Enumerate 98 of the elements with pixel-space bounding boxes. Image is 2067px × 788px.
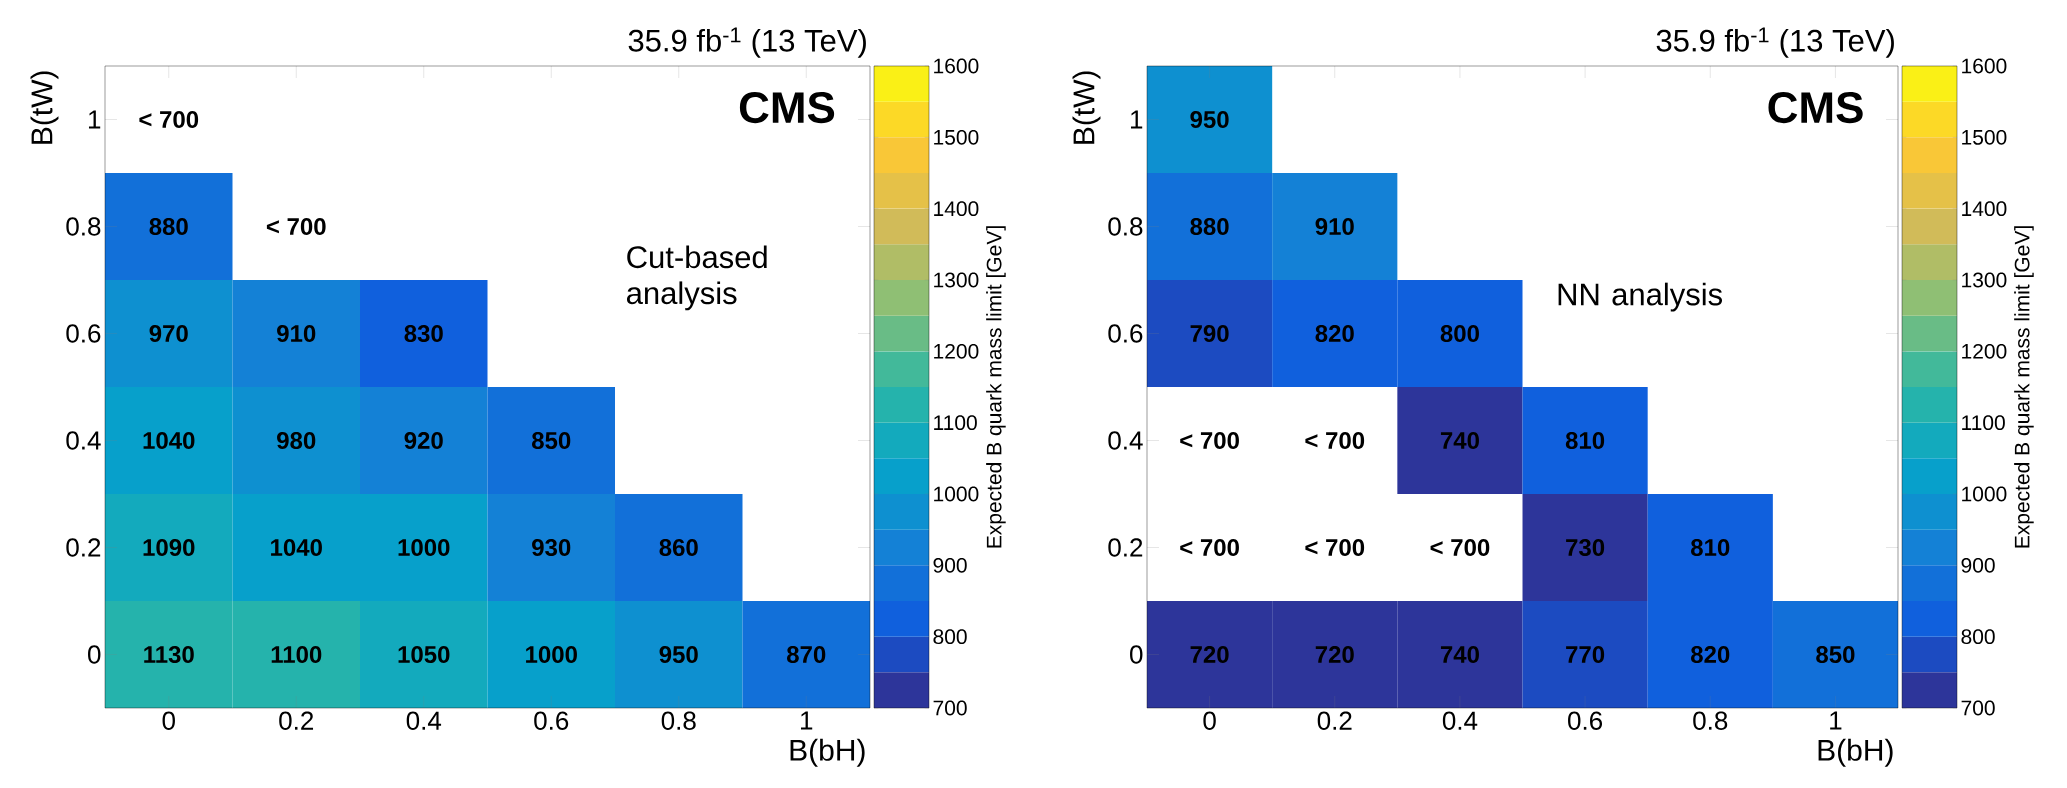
data-label: 1130: [144, 645, 194, 664]
chart-title: 35.9 fb$^{-1}$ (13 TeV): [628, 27, 866, 58]
y-tick-label: 0.8: [1108, 217, 1143, 236]
x-tick-label: 0.4: [406, 711, 442, 730]
color-bar-title: Expected B quark mass limit [GeV]: [2014, 226, 2034, 548]
annotation: NN analysis: [1558, 282, 1723, 312]
x-tick-label: 1: [1830, 711, 1842, 730]
data-label: 1000: [526, 646, 577, 663]
color-bar-label: 1600: [1962, 58, 2007, 74]
data-label: 880: [1190, 218, 1229, 235]
x-axis-title: B(bH): [790, 738, 865, 767]
x-tick-label: 0.8: [1693, 711, 1728, 730]
color-bar-label: 1100: [1962, 415, 2005, 431]
color-bar-label: 1200: [1962, 343, 2007, 359]
data-label: 850: [1816, 646, 1855, 663]
y-axis-title: B(tW): [30, 71, 59, 144]
y-tick-label: 0.6: [1108, 324, 1143, 343]
data-label: 920: [404, 432, 443, 449]
data-label: 790: [1190, 325, 1229, 342]
data-label: 880: [149, 218, 188, 235]
data-label: 910: [277, 325, 316, 342]
data-label: 1050: [398, 646, 450, 663]
data-label: 740: [1440, 646, 1479, 663]
data-label: 810: [1565, 432, 1605, 449]
data-label: 850: [532, 432, 571, 449]
y-tick-label: 1: [1131, 110, 1143, 129]
text: < 700: [1180, 432, 1239, 449]
data-label: 730: [1566, 538, 1605, 557]
y-tick-label: 0.8: [66, 217, 101, 236]
data-label: 870: [787, 646, 826, 663]
data-label: 950: [659, 646, 698, 663]
color-bar-label: 700: [1961, 700, 1995, 716]
chart-title: 35.9 fb$^{-1}$ (13 TeV): [1656, 27, 1894, 58]
y-tick-label: 0: [1130, 645, 1143, 664]
data-label: 980: [277, 432, 316, 449]
color-bar-label: 1300: [1962, 272, 2007, 288]
color-bar-label: 900: [933, 557, 967, 573]
text: < 700: [1305, 432, 1365, 449]
data-label: 740: [1440, 432, 1479, 449]
x-tick-label: 0.2: [1317, 711, 1352, 730]
data-label: 720: [1315, 646, 1354, 663]
x-tick-label: 1: [801, 711, 813, 730]
text: < 700: [1430, 539, 1490, 556]
annotation: CMS: [1768, 92, 1863, 124]
text: < 700: [266, 218, 326, 235]
data-label: 950: [1190, 111, 1229, 128]
y-tick-label: 0.2: [1108, 538, 1143, 557]
data-label: 800: [1440, 325, 1479, 342]
color-bar-label: 1600: [934, 58, 979, 74]
y-tick-label: 0.6: [66, 324, 101, 343]
color-bar-label: 1500: [934, 129, 979, 145]
data-label: 1040: [271, 539, 322, 556]
text: < 700: [139, 111, 199, 128]
color-bar-label: 900: [1961, 557, 1995, 573]
color-bar-label: 1000: [934, 486, 979, 502]
color-bar-label: 700: [933, 700, 967, 716]
x-tick-label: 0: [1203, 711, 1216, 730]
data-label: 970: [149, 325, 188, 342]
annotation: Cut-based analysis: [626, 245, 767, 311]
text: < 700: [1180, 539, 1239, 556]
x-tick-label: 0.6: [534, 711, 569, 730]
data-label: 930: [532, 538, 571, 557]
y-tick-label: 0.4: [1108, 431, 1143, 450]
text: < 700: [1305, 539, 1365, 556]
data-label: 1040: [143, 432, 195, 449]
y-tick-label: 0: [88, 645, 101, 664]
color-bar-label: 1200: [934, 343, 979, 359]
x-tick-label: 0.2: [279, 711, 314, 730]
x-tick-label: 0.6: [1568, 711, 1603, 730]
x-axis-title: B(bH): [1818, 738, 1893, 767]
data-label: 820: [1691, 646, 1730, 663]
annotation: CMS: [739, 92, 835, 124]
color-bar-label: 800: [1961, 629, 1995, 645]
data-label: 910: [1315, 218, 1354, 235]
color-bar-label: 1100: [934, 415, 977, 431]
color-bar-label: 1500: [1962, 129, 2007, 145]
y-tick-label: 0.2: [66, 538, 101, 557]
color-bar-label: 1000: [1962, 486, 2007, 502]
x-tick-label: 0.4: [1442, 711, 1478, 730]
data-label: 860: [659, 539, 698, 556]
y-tick-label: 0.4: [66, 431, 101, 450]
data-label: 1100: [271, 646, 322, 663]
color-bar-label: 1300: [934, 272, 979, 288]
y-tick-label: 1: [88, 110, 101, 129]
x-tick-label: 0.8: [661, 711, 696, 730]
data-label: 820: [1315, 325, 1354, 342]
color-bar-label: 1400: [934, 201, 979, 217]
data-label: 830: [404, 325, 443, 343]
x-tick-label: 0: [162, 711, 175, 730]
color-bar-label: 1400: [1962, 201, 2007, 217]
data-label: 1090: [143, 539, 195, 556]
data-label: 770: [1566, 646, 1605, 663]
y-axis-title: B(tW): [1072, 71, 1101, 144]
data-label: 1000: [398, 539, 450, 556]
data-label: 810: [1691, 539, 1730, 556]
data-label: 720: [1190, 646, 1229, 663]
color-bar-label: 800: [933, 629, 967, 645]
color-bar-title: Expected B quark mass limit [GeV]: [986, 226, 1006, 548]
